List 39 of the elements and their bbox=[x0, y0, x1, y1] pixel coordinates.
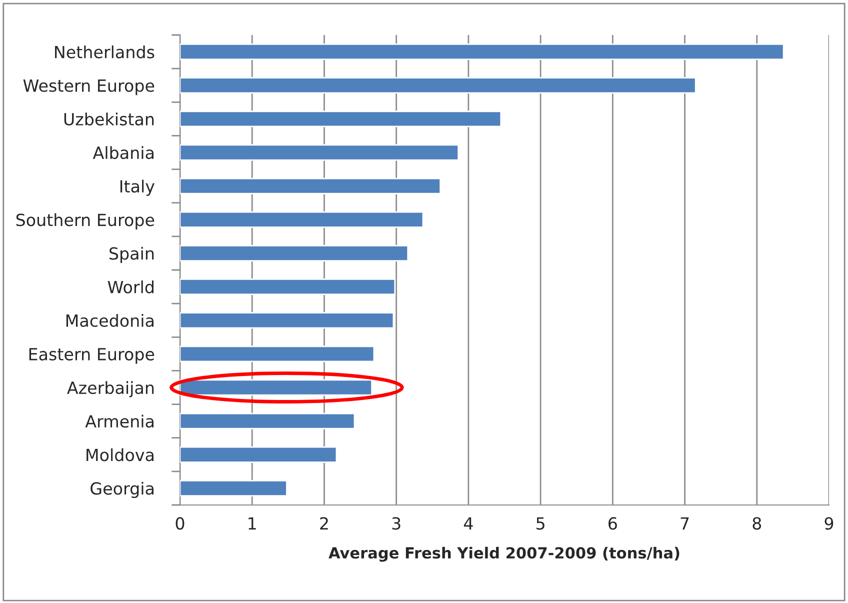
y-tick-label: Italy bbox=[120, 180, 154, 196]
x-tick-label: 6 bbox=[608, 517, 617, 530]
y-tick-label: Macedonia bbox=[66, 314, 154, 327]
bar bbox=[180, 77, 696, 94]
x-tick-label: 4 bbox=[464, 517, 473, 530]
y-tick-label: Southern Europe bbox=[16, 213, 154, 230]
y-tick-label: Spain bbox=[110, 246, 154, 264]
x-tick-label: 9 bbox=[824, 517, 834, 530]
y-tick-label: Uzbekistan bbox=[64, 112, 154, 126]
x-tick-label: 0 bbox=[176, 517, 184, 530]
x-axis-title: Average Fresh Yield 2007-2009 (tons/ha) bbox=[328, 546, 680, 562]
bar bbox=[180, 178, 442, 194]
bar bbox=[180, 244, 409, 262]
x-tick-label: 8 bbox=[752, 517, 762, 530]
y-tick-label: Albania bbox=[92, 146, 154, 160]
y-tick-label: Azerbaijan bbox=[67, 381, 154, 398]
bar bbox=[180, 346, 375, 362]
y-tick-label: Armenia bbox=[85, 414, 154, 428]
x-tick-label: 1 bbox=[248, 517, 256, 530]
bar bbox=[180, 144, 460, 161]
x-tick-label: 5 bbox=[536, 517, 544, 530]
x-tick-label: 3 bbox=[392, 517, 400, 530]
bar bbox=[180, 312, 394, 329]
x-tick-label: 7 bbox=[680, 517, 689, 530]
bar bbox=[180, 480, 288, 496]
bar bbox=[180, 379, 373, 396]
bar bbox=[180, 211, 424, 228]
bar bbox=[180, 44, 784, 60]
bar bbox=[180, 110, 502, 128]
bar bbox=[180, 446, 338, 463]
y-tick-label: Eastern Europe bbox=[29, 348, 154, 364]
y-tick-label: Western Europe bbox=[23, 80, 154, 96]
y-tick-label: Georgia bbox=[90, 482, 154, 498]
y-tick-label: Netherlands bbox=[55, 45, 154, 58]
y-tick-label: Moldova bbox=[86, 448, 154, 462]
y-tick-label: World bbox=[108, 280, 154, 294]
bar bbox=[180, 278, 396, 296]
bar bbox=[180, 412, 356, 430]
x-tick-label: 2 bbox=[320, 517, 328, 530]
